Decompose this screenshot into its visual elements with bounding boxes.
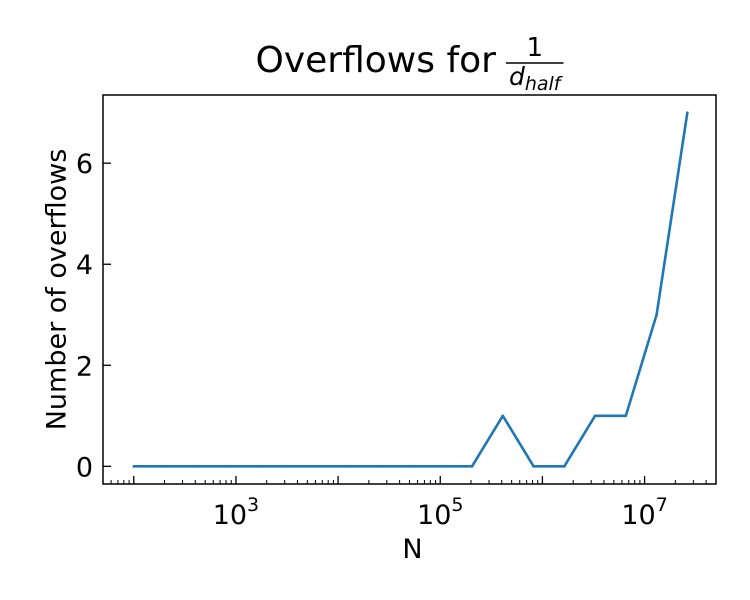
data-point: [132, 465, 136, 468]
data-point: [316, 465, 320, 468]
data-point: [593, 414, 597, 418]
chart-title-fraction-denominator: dhalf: [509, 62, 564, 95]
data-point: [286, 465, 289, 468]
data-point: [563, 465, 566, 468]
x-tick-label: 103: [213, 494, 259, 531]
chart-title-fraction-numerator: 1: [526, 33, 543, 63]
series-layer: [132, 111, 689, 468]
x-tick-label: 107: [621, 494, 667, 531]
data-point: [532, 465, 535, 468]
x-axis-label: N: [402, 534, 422, 565]
data-point: [193, 465, 197, 468]
chart-title-text: Overflows for: [256, 40, 497, 81]
y-axis-label: Number of overflows: [41, 149, 72, 431]
data-point: [409, 465, 412, 468]
data-point: [224, 465, 228, 468]
y-tick-label: 2: [76, 351, 93, 382]
y-tick-label: 4: [76, 250, 93, 281]
series-line: [133, 112, 689, 468]
y-tick-label: 6: [76, 149, 93, 180]
y-axis-ticks: 0 2 4 6: [76, 149, 111, 483]
chart-title-fraction-denominator-var: d: [509, 62, 525, 91]
data-point: [470, 465, 474, 468]
y-tick-label: 0: [76, 452, 93, 483]
data-point: [501, 414, 505, 418]
data-point: [378, 465, 382, 468]
data-point: [347, 465, 351, 468]
data-point: [440, 465, 443, 468]
x-axis-ticks: 103 105 107: [102, 476, 717, 531]
plot-area-frame: [102, 94, 717, 485]
chart-title: Overflows for 1 dhalf: [256, 33, 564, 95]
data-point: [163, 465, 166, 468]
data-point: [255, 465, 259, 468]
data-point: [686, 111, 689, 114]
x-tick-label: 105: [417, 494, 463, 531]
data-point: [655, 313, 658, 317]
data-point: [624, 414, 628, 418]
chart-title-fraction-denominator-sub: half: [525, 73, 564, 95]
